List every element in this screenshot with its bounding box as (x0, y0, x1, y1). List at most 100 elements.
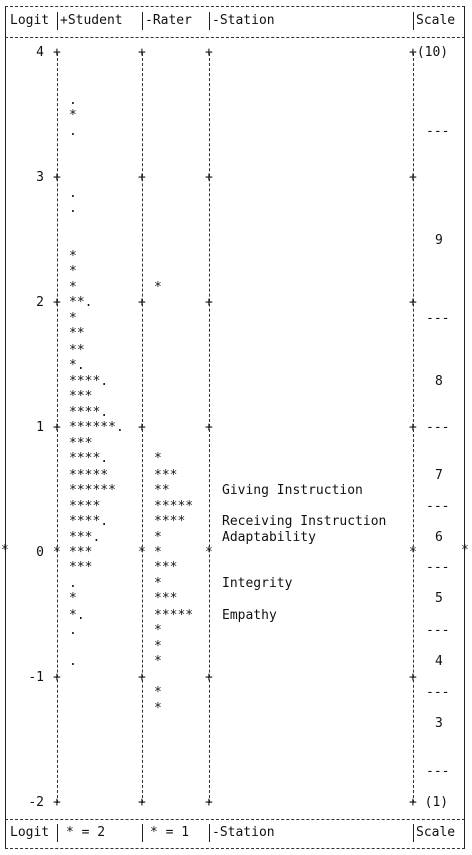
footer-separator-student (57, 824, 59, 842)
student-row: ****. (69, 451, 109, 467)
left-border (5, 6, 7, 848)
rater-row: * (154, 701, 162, 717)
tick-mark: + (53, 795, 61, 810)
top-border (5, 6, 465, 7)
scale-label: --- (426, 498, 450, 514)
scale-label: --- (426, 622, 450, 638)
tick-mark: + (409, 170, 417, 185)
footer-logit: Logit (10, 825, 50, 840)
student-row: * (69, 591, 77, 607)
separator-student (57, 12, 59, 30)
student-row: * (69, 107, 77, 123)
header-student: +Student (60, 13, 123, 28)
logit-tick-label: 0 (36, 545, 44, 560)
scale-label: --- (426, 763, 450, 779)
tick-mark: + (138, 670, 146, 685)
station-label: Adaptability (222, 530, 316, 545)
rater-row: *** (154, 591, 178, 607)
scale-label: 3 (435, 716, 443, 732)
header-rater: -Rater (145, 13, 192, 28)
logit-tick-label: 4 (36, 45, 44, 60)
student-row: ** (69, 342, 85, 358)
right-border (464, 6, 466, 848)
body-line-scale (413, 53, 414, 803)
station-label: Giving Instruction (222, 482, 363, 498)
tick-mark: + (205, 670, 213, 685)
student-row: . (69, 186, 77, 202)
scale-label: 8 (435, 373, 443, 389)
student-row: *. (69, 357, 85, 373)
tick-mark: + (138, 45, 146, 60)
student-row: ***** (69, 467, 109, 483)
scale-label: 7 (435, 467, 443, 483)
header-station: -Station (212, 13, 275, 28)
student-row: * (69, 311, 77, 327)
tick-mark: + (409, 420, 417, 435)
student-row: ****. (69, 513, 109, 529)
tick-mark: + (205, 420, 213, 435)
scale-label: 6 (435, 530, 443, 545)
tick-mark: + (53, 45, 61, 60)
body-line-rater (142, 53, 143, 803)
student-row: * (69, 248, 77, 264)
header-scale: Scale (416, 13, 456, 28)
tick-mark: + (205, 795, 213, 810)
scale-label: --- (426, 685, 450, 700)
separator-scale (413, 12, 415, 30)
tick-mark: + (205, 295, 213, 310)
scale-label: 5 (435, 591, 443, 607)
rater-row: ***** (154, 607, 194, 623)
student-row: *** (69, 388, 93, 404)
scale-label: --- (426, 420, 450, 435)
footer-station: -Station (212, 825, 275, 840)
student-row: . (69, 622, 77, 638)
separator-station (209, 12, 211, 30)
footer-rater-key: * = 1 (150, 825, 190, 840)
body-line-station (209, 53, 210, 803)
tick-mark: + (409, 670, 417, 685)
student-row: **. (69, 295, 93, 310)
tick-mark: * (409, 545, 417, 560)
rater-row: *** (154, 467, 178, 483)
logit-tick-label: -2 (28, 795, 44, 810)
station-label: Receiving Instruction (222, 513, 387, 529)
scale-label: --- (426, 123, 450, 139)
student-row: * (69, 263, 77, 279)
rater-row: * (154, 530, 162, 545)
tick-mark: + (138, 795, 146, 810)
station-label: Integrity (222, 576, 293, 592)
header-rule (5, 37, 465, 38)
student-row: . (69, 92, 77, 108)
station-label: Empathy (222, 607, 277, 623)
logit-tick-label: 1 (36, 420, 44, 435)
footer-separator-rater (142, 824, 144, 842)
zero-marker-left: * (1, 543, 9, 558)
student-row: *** (69, 560, 93, 575)
footer-separator-scale (413, 824, 415, 842)
student-row: . (69, 653, 77, 669)
logit-tick-label: -1 (28, 670, 44, 685)
rater-row: * (154, 545, 162, 560)
rater-row: * (154, 685, 162, 700)
tick-mark: * (138, 545, 146, 560)
rater-row: **** (154, 513, 186, 529)
tick-mark: + (53, 670, 61, 685)
separator-rater (142, 12, 144, 30)
student-row: . (69, 201, 77, 217)
student-row: ******. (69, 420, 124, 435)
student-row: ****** (69, 482, 116, 498)
footer-top-rule (5, 819, 465, 820)
rater-row: ***** (154, 498, 194, 514)
student-row: ***. (69, 530, 101, 545)
student-row: ** (69, 326, 85, 342)
tick-mark: + (53, 295, 61, 310)
scale-label: + (1) (409, 795, 449, 810)
rater-row: * (154, 638, 162, 654)
rater-row: * (154, 622, 162, 638)
tick-mark: * (53, 545, 61, 560)
tick-mark: + (138, 295, 146, 310)
scale-label: --- (426, 560, 450, 575)
student-row: * (69, 280, 77, 295)
header-logit: Logit (10, 13, 50, 28)
